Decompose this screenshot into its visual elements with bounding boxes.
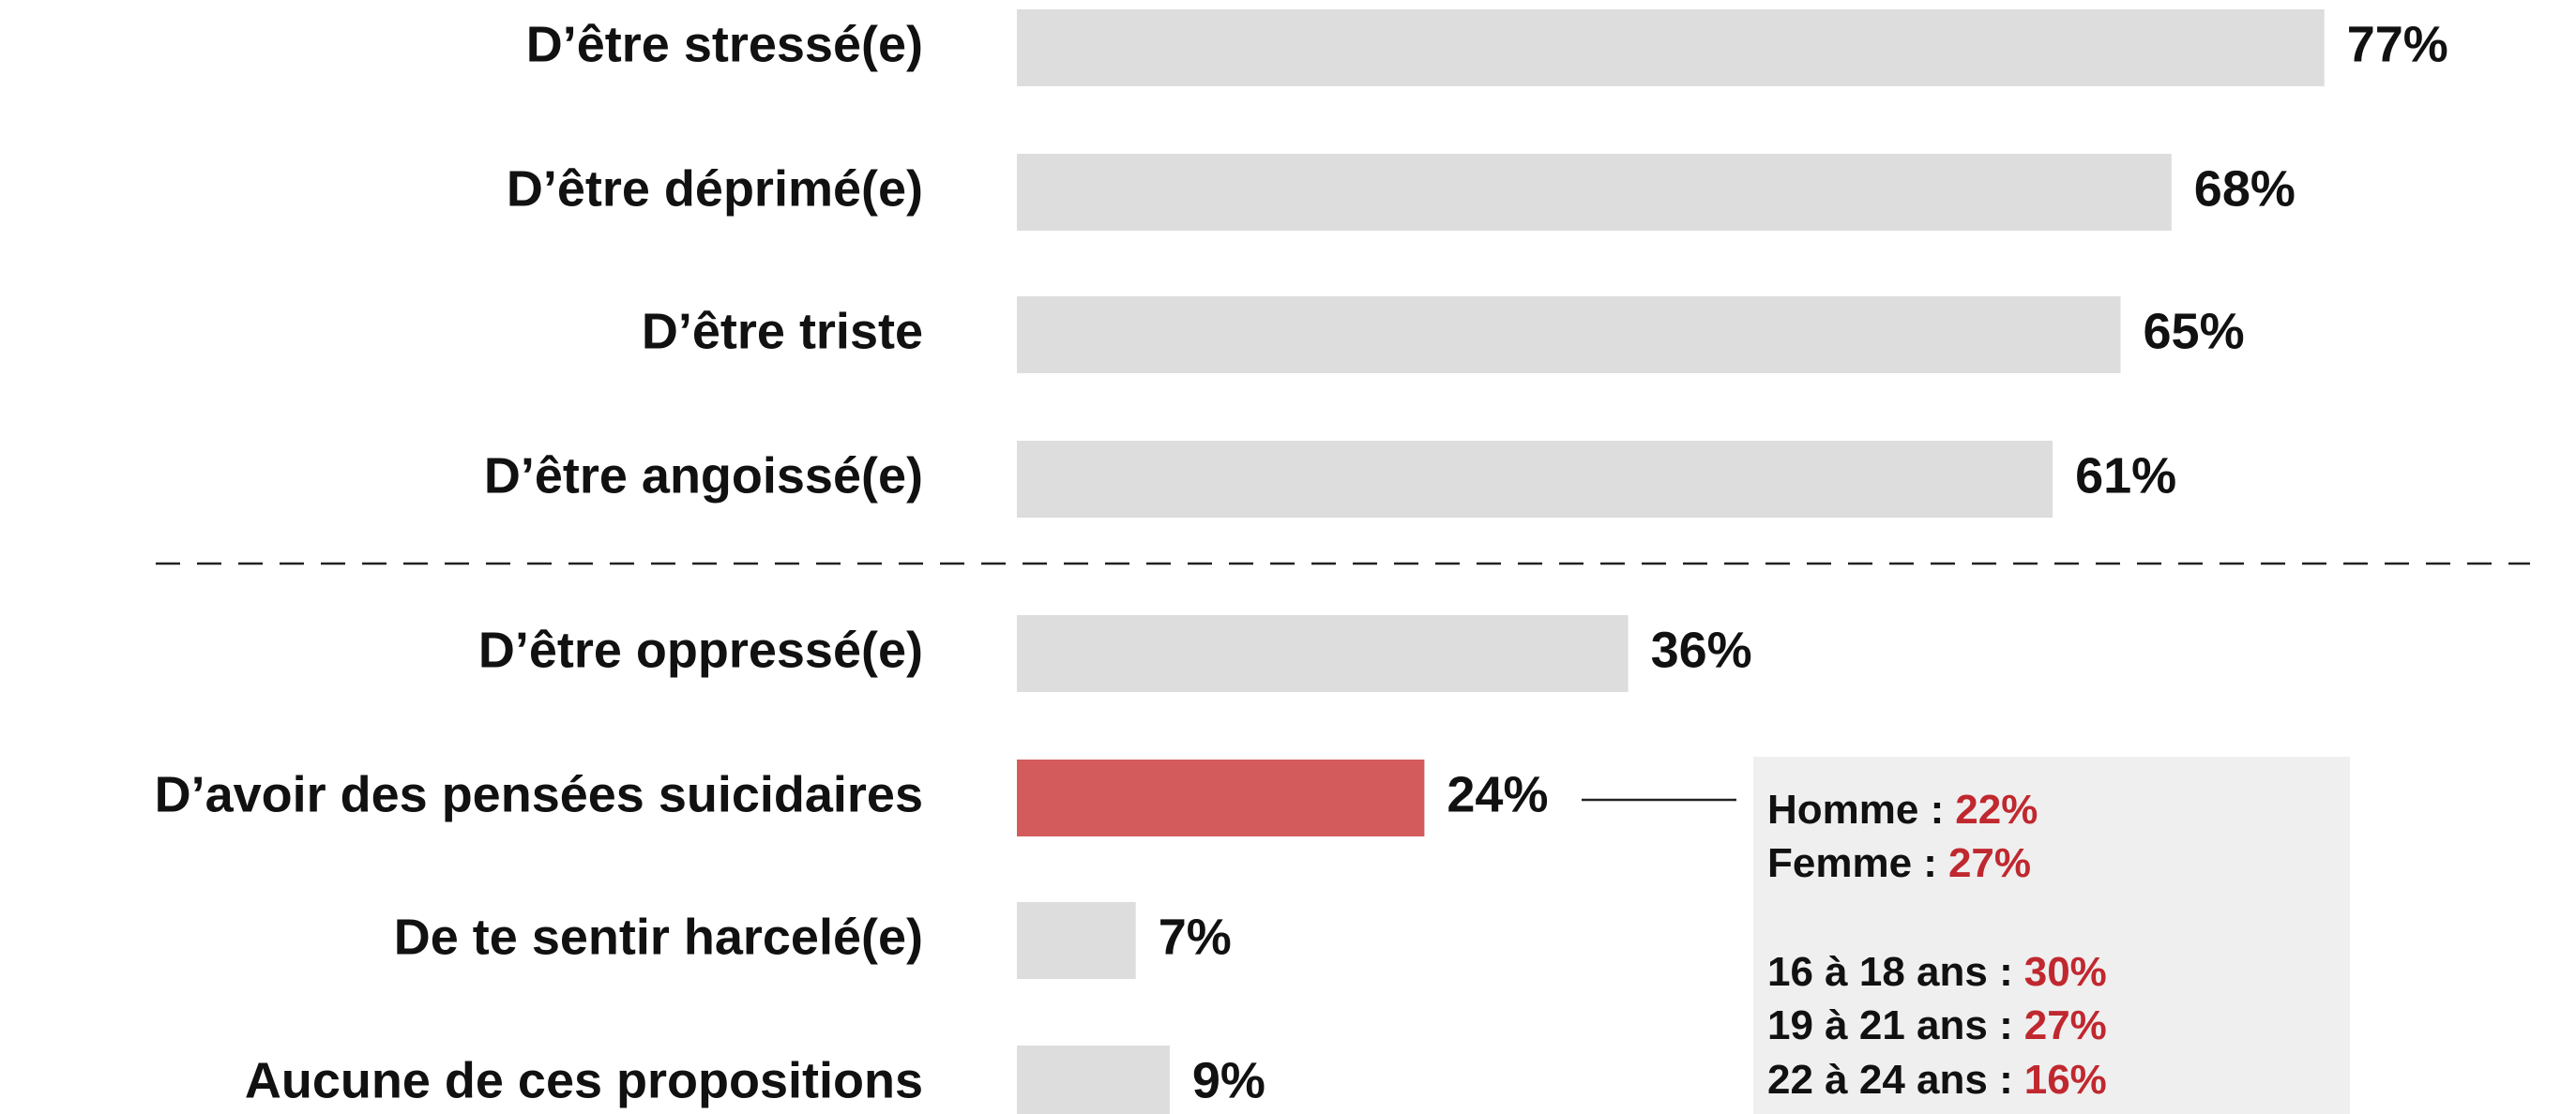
value-label: 9% — [1192, 1052, 1265, 1108]
bar — [1017, 615, 1629, 692]
annotation-line: 22 à 24 ans :16% — [1767, 1057, 2107, 1103]
value-label: 77% — [2347, 16, 2448, 72]
annotation-label: Femme : — [1767, 840, 1937, 886]
annotation-label: 16 à 18 ans : — [1767, 949, 2013, 995]
annotation-line: 19 à 21 ans :27% — [1767, 1002, 2107, 1048]
annotation-value: 27% — [1948, 840, 2031, 886]
annotation-box — [1753, 757, 2350, 1114]
category-label: D’être oppressé(e) — [478, 622, 923, 678]
category-label: D’avoir des pensées suicidaires — [155, 766, 923, 822]
category-label: D’être triste — [642, 303, 923, 359]
bar — [1017, 760, 1425, 836]
bar — [1017, 441, 2053, 518]
annotation-label: Homme : — [1767, 787, 1944, 833]
category-label: D’être déprimé(e) — [507, 160, 923, 217]
annotation-line: Femme :27% — [1767, 840, 2031, 886]
value-label: 61% — [2075, 447, 2176, 504]
annotation-label: 19 à 21 ans : — [1767, 1002, 2013, 1048]
value-label: 68% — [2194, 160, 2296, 217]
annotation-line: 16 à 18 ans :30% — [1767, 949, 2107, 995]
annotation-line: Homme :22% — [1767, 787, 2038, 833]
bar — [1017, 1046, 1170, 1114]
annotation-value: 16% — [2024, 1057, 2107, 1103]
annotation-value: 22% — [1955, 787, 2038, 833]
category-label: D’être angoissé(e) — [484, 447, 923, 504]
category-label: D’être stressé(e) — [526, 16, 923, 72]
annotation-value: 27% — [2024, 1002, 2107, 1048]
bar — [1017, 902, 1136, 979]
category-label: Aucune de ces propositions — [245, 1052, 923, 1108]
bar — [1017, 154, 2172, 231]
value-label: 36% — [1651, 622, 1752, 678]
value-label: 7% — [1159, 909, 1232, 965]
bar — [1017, 296, 2121, 373]
annotation-value: 30% — [2024, 949, 2107, 995]
value-label: 24% — [1447, 766, 1548, 822]
bar — [1017, 9, 2325, 86]
annotation-label: 22 à 24 ans : — [1767, 1057, 2013, 1103]
category-label: De te sentir harcelé(e) — [394, 909, 923, 965]
value-label: 65% — [2144, 303, 2245, 359]
annotation: Homme :22% Femme :27% 16 à 18 ans :30% 1… — [1767, 787, 2107, 1103]
